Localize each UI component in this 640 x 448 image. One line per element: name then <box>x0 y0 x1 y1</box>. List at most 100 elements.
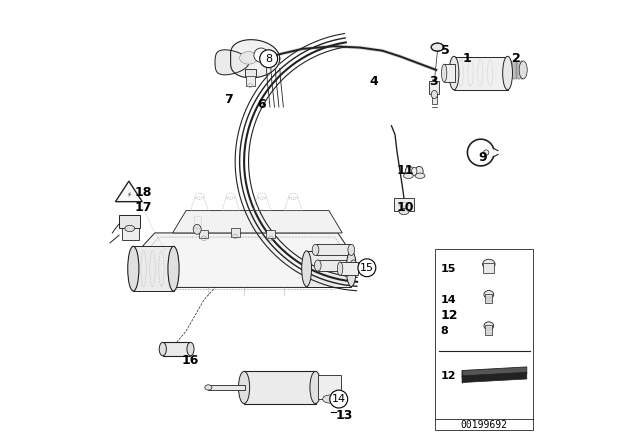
Ellipse shape <box>431 43 444 51</box>
Text: 15: 15 <box>360 263 374 273</box>
Text: 1: 1 <box>463 52 472 65</box>
Ellipse shape <box>399 208 409 215</box>
Text: 12: 12 <box>440 371 456 381</box>
Bar <box>485 325 492 335</box>
Text: 14: 14 <box>332 394 346 404</box>
Text: 6: 6 <box>258 98 266 111</box>
Bar <box>483 263 494 273</box>
Text: 16: 16 <box>182 354 199 367</box>
Text: 7: 7 <box>224 93 233 106</box>
Circle shape <box>330 390 348 408</box>
Ellipse shape <box>159 342 166 356</box>
Bar <box>230 228 239 237</box>
Ellipse shape <box>412 167 417 175</box>
Bar <box>307 251 351 287</box>
Bar <box>318 260 353 271</box>
Bar <box>518 61 520 79</box>
Text: 3: 3 <box>429 74 438 88</box>
Text: 8: 8 <box>265 54 272 64</box>
Text: 11: 11 <box>396 164 413 177</box>
Bar <box>508 61 509 79</box>
Text: 13: 13 <box>336 409 353 422</box>
Ellipse shape <box>310 371 321 404</box>
Ellipse shape <box>415 173 425 178</box>
Ellipse shape <box>483 259 495 269</box>
Bar <box>316 244 351 255</box>
Bar <box>429 81 439 95</box>
Bar <box>194 216 201 228</box>
Text: 5: 5 <box>441 44 449 57</box>
Text: 9: 9 <box>479 151 487 164</box>
Bar <box>266 230 275 238</box>
Bar <box>200 230 209 238</box>
Polygon shape <box>230 40 280 78</box>
Bar <box>122 228 139 240</box>
Bar <box>209 385 245 390</box>
Ellipse shape <box>415 166 423 176</box>
Ellipse shape <box>323 395 336 403</box>
Ellipse shape <box>484 291 493 298</box>
Bar <box>244 371 316 404</box>
Ellipse shape <box>348 244 355 255</box>
Ellipse shape <box>449 56 459 90</box>
Polygon shape <box>130 233 356 288</box>
Bar <box>318 375 341 399</box>
Ellipse shape <box>403 173 413 178</box>
Ellipse shape <box>205 385 212 390</box>
Ellipse shape <box>431 90 438 99</box>
Text: 17: 17 <box>135 201 152 214</box>
Ellipse shape <box>337 262 343 276</box>
Ellipse shape <box>187 342 194 356</box>
Text: 4: 4 <box>369 74 378 88</box>
Text: 2: 2 <box>512 52 521 65</box>
Bar <box>431 94 437 104</box>
Polygon shape <box>462 372 527 383</box>
Ellipse shape <box>193 224 201 234</box>
Ellipse shape <box>405 166 413 176</box>
Bar <box>513 61 515 79</box>
Ellipse shape <box>350 260 357 271</box>
Bar <box>163 342 191 356</box>
Ellipse shape <box>301 251 312 287</box>
Polygon shape <box>462 367 527 377</box>
Bar <box>340 262 358 276</box>
Text: 15: 15 <box>440 264 456 274</box>
Bar <box>444 64 455 82</box>
Bar <box>246 76 255 86</box>
Ellipse shape <box>484 322 493 330</box>
Ellipse shape <box>239 52 257 64</box>
Text: 8: 8 <box>440 326 449 336</box>
Polygon shape <box>115 181 142 202</box>
Circle shape <box>483 150 489 155</box>
Text: 18: 18 <box>135 186 152 199</box>
Circle shape <box>254 48 268 62</box>
Bar <box>133 246 173 291</box>
Ellipse shape <box>442 64 447 82</box>
Bar <box>435 249 534 431</box>
Circle shape <box>260 50 278 68</box>
Text: 14: 14 <box>440 295 456 305</box>
Ellipse shape <box>314 260 321 271</box>
Bar <box>521 61 523 79</box>
Ellipse shape <box>519 61 527 79</box>
Text: ⚡: ⚡ <box>127 192 131 198</box>
Bar <box>485 294 492 303</box>
Polygon shape <box>215 50 249 75</box>
Ellipse shape <box>239 371 250 404</box>
Ellipse shape <box>168 246 179 291</box>
Ellipse shape <box>346 251 356 287</box>
Circle shape <box>358 259 376 277</box>
Bar <box>516 61 517 79</box>
Text: 12: 12 <box>441 309 458 322</box>
Text: 10: 10 <box>396 201 413 214</box>
Bar <box>454 56 508 90</box>
Ellipse shape <box>125 225 134 232</box>
Ellipse shape <box>502 56 513 90</box>
Ellipse shape <box>312 244 319 255</box>
Bar <box>245 69 256 77</box>
Bar <box>510 61 512 79</box>
Bar <box>394 198 414 211</box>
Text: 00199692: 00199692 <box>461 420 508 430</box>
Ellipse shape <box>128 246 139 291</box>
Polygon shape <box>173 211 342 233</box>
